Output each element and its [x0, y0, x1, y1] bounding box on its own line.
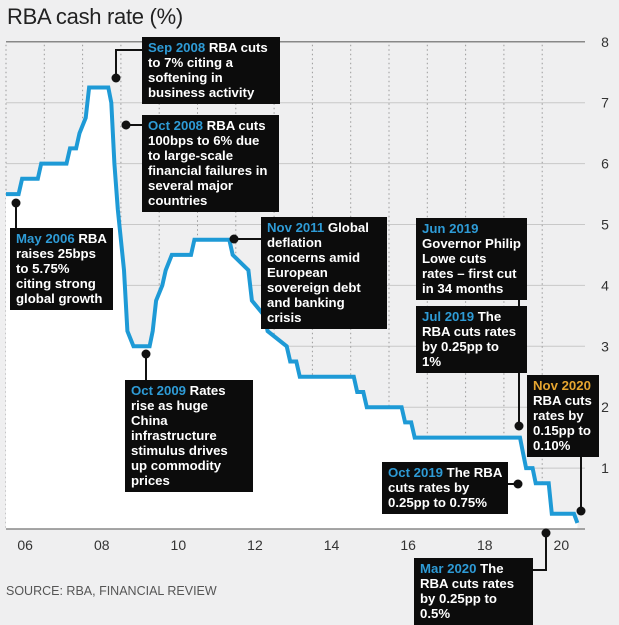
leader-may-2006-dot: [11, 198, 21, 208]
leader-mar-2020-dot: [541, 528, 551, 538]
y-tick-label: 5: [601, 217, 609, 233]
leader-oct-2019-dot: [513, 479, 523, 489]
annotation-sep-2008: Sep 2008 RBA cuts to 7% citing a softeni…: [142, 37, 280, 104]
leader-oct-2009-dot: [141, 349, 151, 359]
y-tick-label: 3: [601, 338, 609, 354]
annotation-oct-2019: Oct 2019 The RBA cuts rates by 0.25pp to…: [382, 462, 508, 514]
annotation-nov-2011: Nov 2011 Global deflation concerns amid …: [261, 217, 387, 329]
leader-sep-2008: [115, 49, 142, 78]
annotation-oct-2009: Oct 2009 Rates rise as huge China infras…: [125, 380, 253, 492]
y-tick-label: 6: [601, 156, 609, 172]
leader-jun-2019-dot: [514, 421, 524, 431]
x-tick-label: 14: [324, 537, 340, 553]
leader-nov-2020-dot: [576, 506, 586, 516]
y-tick-label: 4: [601, 277, 609, 293]
annotation-mar-2020: Mar 2020 The RBA cuts rates by 0.25pp to…: [414, 558, 533, 625]
leader-sep-2008-dot: [111, 73, 121, 83]
x-tick-label: 12: [247, 537, 263, 553]
y-tick-label: 7: [601, 95, 609, 111]
annotation-date: Jul 2019: [422, 309, 475, 324]
source-note: SOURCE: RBA, FINANCIAL REVIEW: [6, 584, 217, 598]
annotation-text: Rates rise as huge China infrastructure …: [131, 383, 228, 488]
annotation-date: Oct 2008: [148, 118, 203, 133]
annotation-leaders: [11, 49, 586, 571]
annotation-date: Oct 2019: [388, 465, 443, 480]
y-tick-label: 2: [601, 399, 609, 415]
x-tick-label: 08: [94, 537, 110, 553]
annotation-date: Mar 2020: [420, 561, 477, 576]
x-tick-label: 18: [477, 537, 493, 553]
annotation-text: The RBA cuts rates by 0.25pp to 1%: [422, 309, 517, 369]
annotation-date: Nov 2020: [533, 378, 591, 393]
annotation-may-2006: May 2006 RBA raises 25bps to 5.75% citin…: [10, 228, 113, 310]
x-tick-label: 16: [400, 537, 416, 553]
annotation-date: Oct 2009: [131, 383, 186, 398]
x-tick-label: 10: [171, 537, 187, 553]
series-line-cash-rate: [6, 85, 580, 524]
chart-title: RBA cash rate (%): [7, 4, 183, 29]
leader-nov-2011-dot: [229, 234, 239, 244]
annotation-text: RBA cuts to 7% citing a softening in bus…: [148, 40, 268, 100]
annotation-jul-2019: Jul 2019 The RBA cuts rates by 0.25pp to…: [416, 306, 527, 373]
annotation-date: Jun 2019: [422, 221, 479, 236]
annotation-date: May 2006: [16, 231, 75, 246]
annotation-text: Governor Philip Lowe cuts rates – first …: [422, 236, 521, 296]
leader-oct-2008-dot: [121, 120, 131, 130]
annotation-text: Global deflation concerns amid European …: [267, 220, 369, 325]
annotation-text: The RBA cuts rates by 0.25pp to 0.75%: [388, 465, 502, 510]
annotation-oct-2008: Oct 2008 RBA cuts 100bps to 6% due to la…: [142, 115, 279, 212]
annotation-nov-2020: Nov 2020 RBA cuts rates by 0.15pp to 0.1…: [527, 375, 599, 457]
annotation-date: Sep 2008: [148, 40, 206, 55]
y-tick-label: 1: [601, 460, 609, 476]
annotation-jun-2019: Jun 2019 Governor Philip Lowe cuts rates…: [416, 218, 527, 300]
x-tick-label: 20: [554, 537, 570, 553]
annotation-text: RBA raises 25bps to 5.75% citing strong …: [16, 231, 107, 306]
annotation-date: Nov 2011: [267, 220, 325, 235]
y-tick-label: 8: [601, 34, 609, 50]
leader-mar-2020: [533, 533, 547, 571]
annotation-text: RBA cuts 100bps to 6% due to large-scale…: [148, 118, 268, 208]
annotation-text: RBA cuts rates by 0.15pp to 0.10%: [533, 393, 592, 453]
x-tick-label: 06: [17, 537, 33, 553]
